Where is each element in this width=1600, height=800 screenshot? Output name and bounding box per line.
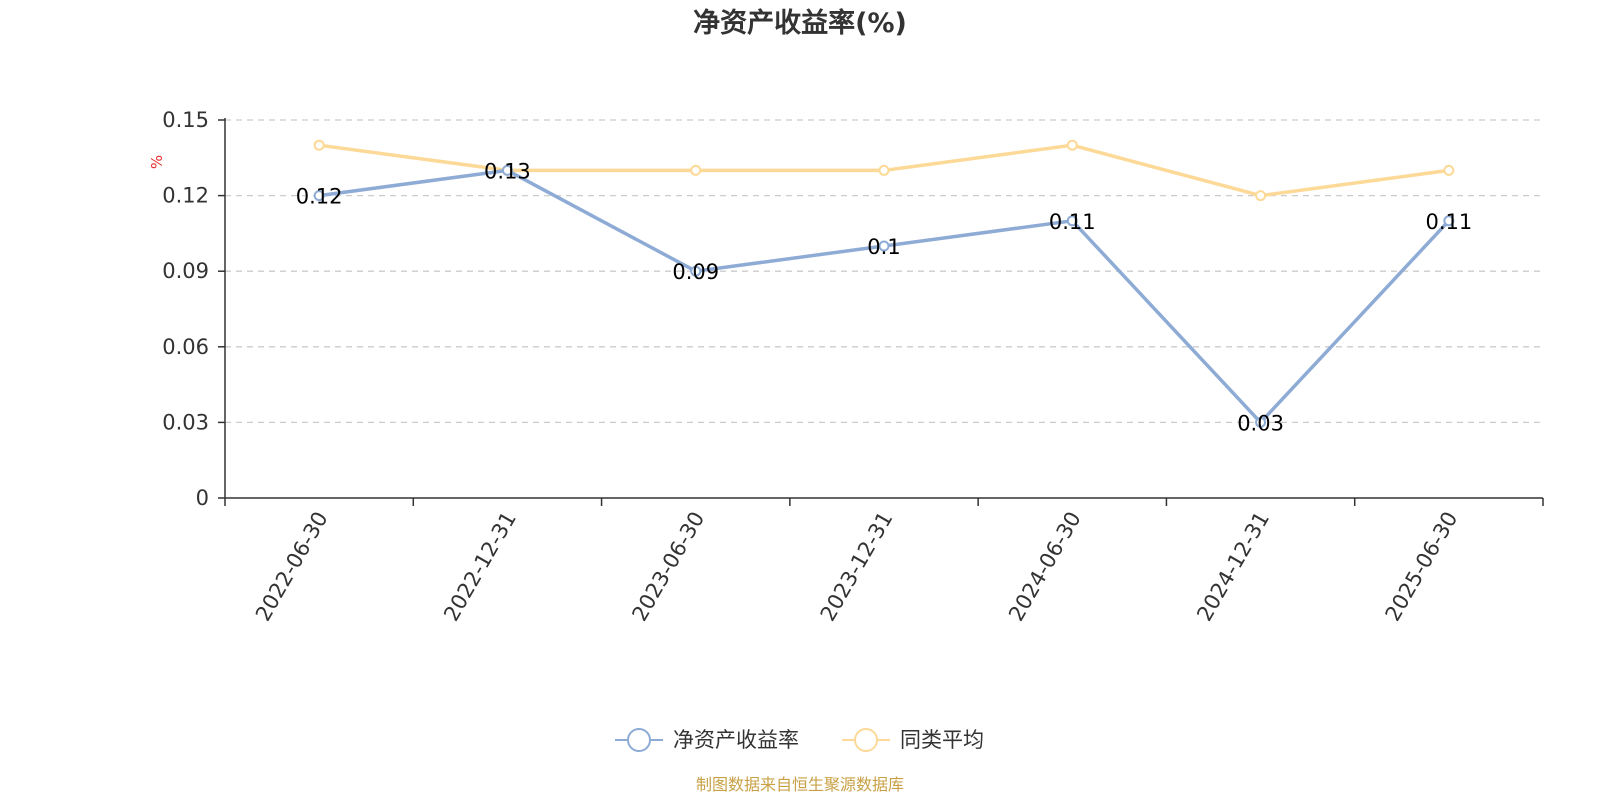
legend-item-1[interactable]: 同类平均 [842,728,984,752]
data-point[interactable] [878,240,890,252]
y-tick-label: 0.09 [162,259,209,283]
data-label: 0.03 [1237,411,1284,435]
x-tick-label: 2024-06-30 [1004,508,1086,626]
series-line-0 [318,168,1451,425]
x-tick-label: 2023-12-31 [816,508,898,626]
y-tick-label: 0.03 [162,410,209,434]
legend-label: 同类平均 [900,728,984,752]
y-tick-labels: 0 0.03 0.06 0.09 0.12 0.15 [162,108,209,510]
x-tick-labels: 2022-06-30 2022-12-31 2023-06-30 2023-12-31… [251,508,1463,626]
legend[interactable]: 净资产收益率 同类平均 [615,728,984,752]
y-axis-unit: % [148,155,166,169]
data-point[interactable] [1066,215,1078,227]
data-point[interactable] [1443,164,1455,176]
data-label: 0.11 [1049,210,1096,234]
data-point[interactable] [1066,139,1078,151]
y-tick-label: 0.12 [162,184,209,208]
data-point[interactable] [1255,416,1267,428]
data-label: 0.1 [867,235,900,259]
x-tick-label: 2022-06-30 [251,508,333,626]
y-tick-label: 0.15 [162,108,209,132]
data-source-note: 制图数据来自恒生聚源数据库 [696,775,904,794]
x-tick-label: 2022-12-31 [439,508,521,626]
data-point[interactable] [501,164,513,176]
series-lines [313,139,1455,428]
data-point[interactable] [878,164,890,176]
legend-item-0[interactable]: 净资产收益率 [615,728,799,752]
data-point[interactable] [1255,190,1267,202]
data-label: 0.09 [672,260,719,284]
y-tick-label: 0 [196,486,209,510]
y-tick-label: 0.06 [162,335,209,359]
legend-label: 净资产收益率 [673,728,799,752]
data-label: 0.13 [484,159,531,183]
legend-marker-icon [854,728,878,752]
x-tick-label: 2025-06-30 [1381,508,1463,626]
data-point[interactable] [690,265,702,277]
data-labels: 0.12 0.13 0.09 0.1 0.11 0.03 0.11 [296,159,1472,435]
x-tick-label: 2024-12-31 [1192,508,1274,626]
axes [218,118,1544,506]
data-point[interactable] [690,164,702,176]
data-label: 0.11 [1425,210,1472,234]
chart-title: 净资产收益率(%) [693,7,907,39]
data-point[interactable] [313,190,325,202]
legend-marker-icon [627,728,651,752]
x-tick-label: 2023-06-30 [627,508,709,626]
data-point[interactable] [1443,215,1455,227]
data-point[interactable] [313,139,325,151]
data-label: 0.12 [296,185,343,209]
